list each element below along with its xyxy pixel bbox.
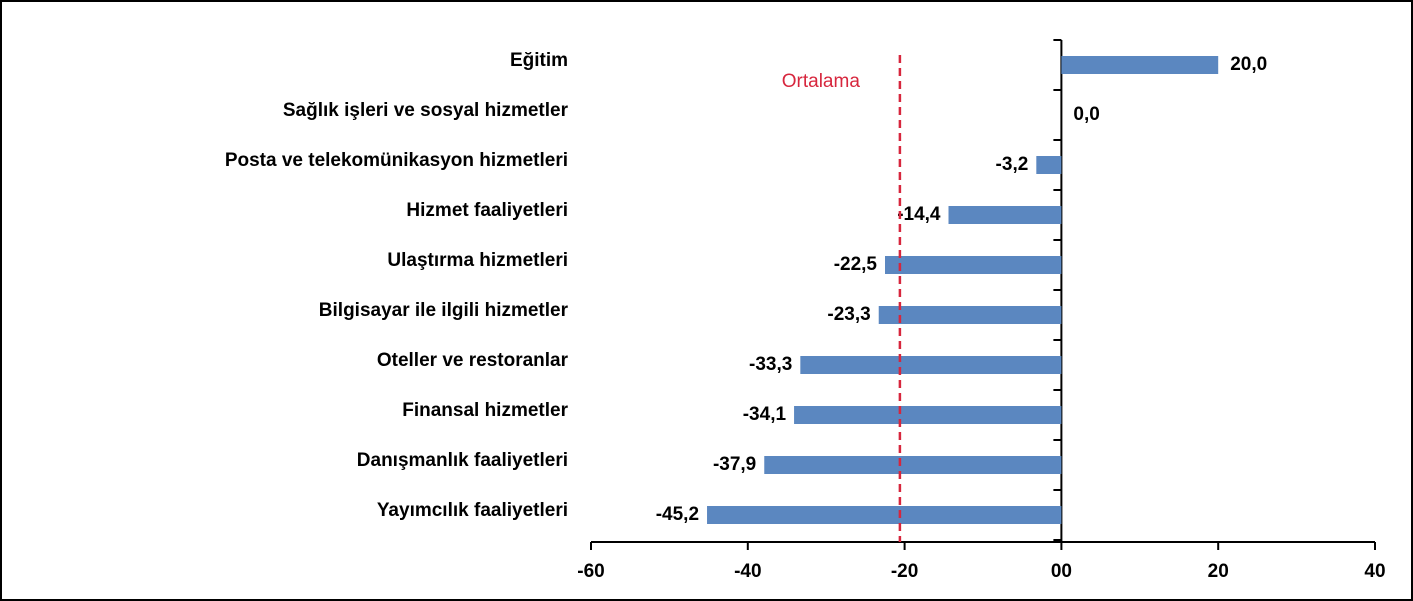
bar	[1036, 156, 1062, 174]
category-label: Posta ve telekomünikasyon hizmetleri	[225, 150, 568, 171]
category-label: Yayımcılık faaliyetleri	[377, 500, 568, 521]
value-label: -23,3	[827, 304, 870, 325]
value-label: -37,9	[713, 454, 756, 475]
x-tick-label: -20	[891, 561, 918, 582]
bar	[948, 206, 1062, 224]
value-label: -22,5	[834, 254, 878, 275]
value-label: -34,1	[743, 404, 787, 425]
category-label: Oteller ve restoranlar	[377, 350, 569, 371]
value-label: -3,2	[996, 154, 1029, 175]
bar	[1061, 56, 1219, 74]
bar	[707, 506, 1062, 524]
x-tick-label: 20	[1208, 561, 1229, 582]
category-label: Hizmet faaliyetleri	[406, 200, 568, 221]
value-label: 20,0	[1230, 54, 1267, 75]
value-label: -45,2	[656, 504, 699, 525]
reference-label: Ortalama	[782, 71, 861, 92]
category-label: Danışmanlık faaliyetleri	[357, 450, 568, 471]
category-label: Bilgisayar ile ilgili hizmetler	[319, 300, 569, 321]
x-tick-label: -60	[577, 561, 604, 582]
x-tick-label: 40	[1364, 561, 1385, 582]
x-tick-label: -40	[734, 561, 761, 582]
bar	[885, 256, 1062, 274]
category-label: Eğitim	[510, 50, 568, 71]
category-label: Sağlık işleri ve sosyal hizmetler	[283, 100, 569, 121]
bar	[794, 406, 1062, 424]
category-label: Ulaştırma hizmetleri	[387, 250, 568, 271]
category-label: Finansal hizmetler	[402, 400, 568, 421]
value-label: 0,0	[1073, 104, 1099, 125]
bar	[878, 306, 1062, 324]
value-label: -33,3	[749, 354, 792, 375]
bar	[764, 456, 1062, 474]
x-tick-label: 00	[1051, 561, 1072, 582]
bar	[800, 356, 1062, 374]
value-label: -14,4	[897, 204, 941, 225]
